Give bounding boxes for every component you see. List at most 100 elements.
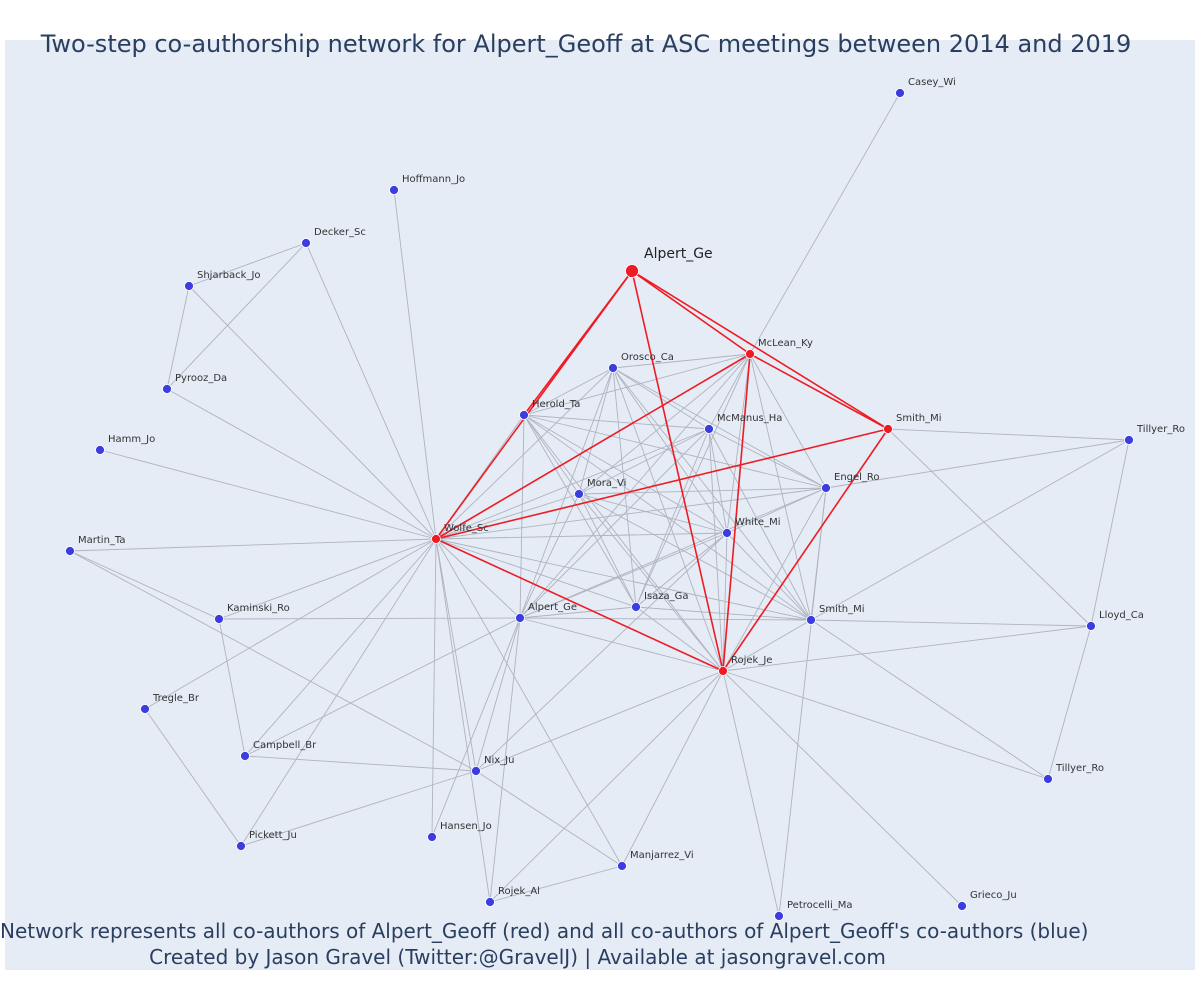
- edge-engel-orosco: [612, 367, 827, 489]
- node-label-mcmanus: McManus_Ha: [717, 413, 782, 424]
- edge-rojekal-wolfe: [435, 538, 491, 903]
- edge-smithmi_r-rojekje: [722, 428, 889, 672]
- edge-hamm-wolfe: [99, 449, 437, 540]
- node-smithmi_r[interactable]: [883, 424, 893, 434]
- node-nix[interactable]: [471, 766, 481, 776]
- edge-martin-wolfe: [69, 538, 437, 552]
- edge-white-alpertge2: [519, 532, 728, 619]
- node-label-tregle: Tregle_Br: [152, 693, 200, 704]
- node-martin[interactable]: [65, 546, 75, 556]
- edge-herold-rojekje: [523, 414, 724, 672]
- edge-engel-rojekje: [722, 487, 827, 672]
- edge-tillyer1-smithmi_r: [887, 428, 1130, 441]
- edge-shjarback-pyrooz: [166, 285, 190, 390]
- edge-campbell-alpertge2: [244, 617, 521, 757]
- node-label-rojekal: Rojek_Al: [498, 886, 540, 897]
- edge-isaza-mcleanky: [635, 353, 751, 608]
- node-decker[interactable]: [301, 238, 311, 248]
- node-wolfe[interactable]: [431, 534, 441, 544]
- edge-smithmi_b-isaza: [635, 606, 812, 621]
- node-rojekal[interactable]: [485, 897, 495, 907]
- node-tillyer2[interactable]: [1043, 774, 1053, 784]
- node-label-orosco: Orosco_Ca: [621, 352, 674, 363]
- node-label-hoffmann: Hoffmann_Jo: [402, 174, 465, 185]
- node-label-shjarback: Shjarback_Jo: [197, 270, 261, 281]
- edge-center-smithmi_r: [631, 270, 889, 430]
- node-label-rojekje: Rojek_Je: [731, 655, 772, 666]
- node-white[interactable]: [722, 528, 732, 538]
- edge-martin-nix: [69, 550, 477, 772]
- edge-kaminski-campbell: [218, 618, 246, 757]
- edge-pyrooz-wolfe: [166, 388, 437, 540]
- node-center[interactable]: [625, 264, 639, 278]
- node-orosco[interactable]: [608, 363, 618, 373]
- node-label-tillyer2: Tillyer_Ro: [1055, 763, 1104, 774]
- edge-engel-alpertge2: [519, 487, 827, 619]
- edge-tillyer1-smithmi_b: [810, 439, 1130, 621]
- node-label-decker: Decker_Sc: [314, 227, 366, 238]
- node-hansen[interactable]: [427, 832, 437, 842]
- edge-isaza-wolfe: [435, 538, 637, 608]
- edge-nix-white: [475, 532, 728, 772]
- edge-mora-mcmanus: [578, 428, 710, 495]
- node-label-casey: Casey_Wi: [908, 77, 956, 88]
- node-engel[interactable]: [821, 483, 831, 493]
- node-kaminski[interactable]: [214, 614, 224, 624]
- node-mora[interactable]: [574, 489, 584, 499]
- edge-wolfe-rojekje: [435, 538, 724, 672]
- node-tillyer1[interactable]: [1124, 435, 1134, 445]
- edge-white-rojekje: [722, 532, 728, 672]
- node-pyrooz[interactable]: [162, 384, 172, 394]
- node-pickett[interactable]: [236, 841, 246, 851]
- node-isaza[interactable]: [631, 602, 641, 612]
- node-rojekje[interactable]: [718, 666, 728, 676]
- edge-engel-herold: [523, 414, 827, 489]
- node-campbell[interactable]: [240, 751, 250, 761]
- edge-smithmi_b-wolfe: [435, 538, 812, 621]
- edge-pickett-nix: [240, 770, 477, 847]
- edge-engel-wolfe: [435, 487, 827, 540]
- edge-alpertge2-mcleanky: [519, 353, 751, 619]
- edge-white-orosco: [612, 367, 728, 534]
- edge-mora-rojekje: [578, 493, 724, 672]
- edge-engel-mcleanky: [749, 353, 827, 489]
- node-hoffmann[interactable]: [389, 185, 399, 195]
- node-herold[interactable]: [519, 410, 529, 420]
- edge-lloyd-rojekje: [722, 625, 1092, 672]
- edge-mora-mcleanky: [578, 353, 751, 495]
- edge-engel-smithmi_b: [810, 487, 827, 621]
- node-lloyd[interactable]: [1086, 621, 1096, 631]
- node-alpertge2[interactable]: [515, 613, 525, 623]
- edge-hoffmann-wolfe: [393, 189, 437, 540]
- edge-orosco-herold: [523, 367, 614, 416]
- edge-orosco-mcleanky: [612, 353, 751, 369]
- edge-tregle-wolfe: [144, 538, 437, 710]
- node-tregle[interactable]: [140, 704, 150, 714]
- edge-isaza-herold: [523, 414, 637, 608]
- edge-smithmi_b-orosco: [612, 367, 812, 621]
- node-shjarback[interactable]: [184, 281, 194, 291]
- node-petrocelli[interactable]: [774, 911, 784, 921]
- node-grieco[interactable]: [957, 901, 967, 911]
- edge-lloyd-tillyer1: [1090, 439, 1130, 627]
- footer-line-1: Network represents all co-authors of Alp…: [0, 919, 1089, 943]
- node-label-mora: Mora_Vi: [587, 478, 626, 489]
- node-casey[interactable]: [895, 88, 905, 98]
- edge-center-wolfe: [435, 270, 633, 540]
- edge-tillyer1-engel: [825, 439, 1130, 489]
- edge-herold-mcleanky: [523, 353, 751, 416]
- node-label-white: White_Mi: [735, 517, 780, 528]
- edge-decker-wolfe: [305, 242, 437, 540]
- node-mcleanky[interactable]: [745, 349, 755, 359]
- edge-rojekal-alpertge2: [489, 617, 521, 903]
- node-hamm[interactable]: [95, 445, 105, 455]
- edge-engel-mora: [578, 487, 827, 495]
- node-smithmi_b[interactable]: [806, 615, 816, 625]
- edge-white-mcmanus: [708, 428, 728, 534]
- node-mcmanus[interactable]: [704, 424, 714, 434]
- chart-title: Two-step co-authorship network for Alper…: [40, 30, 1132, 58]
- edge-alpertge2-mora: [519, 493, 580, 619]
- edge-rojekal-rojekje: [489, 670, 724, 903]
- node-label-smithmi_r: Smith_Mi: [896, 413, 942, 424]
- node-manjarrez[interactable]: [617, 861, 627, 871]
